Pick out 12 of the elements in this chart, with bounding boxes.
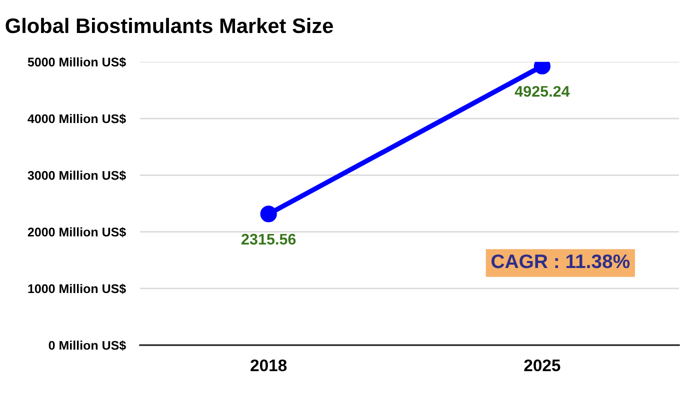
y-tick-label: 3000 Million US$ xyxy=(28,170,126,181)
y-tick-label: 2000 Million US$ xyxy=(28,227,126,238)
y-tick-label: 5000 Million US$ xyxy=(28,57,126,68)
chart-title: Global Biostimulants Market Size xyxy=(6,18,333,34)
data-label: 2315.56 xyxy=(242,234,296,245)
y-tick-label: 4000 Million US$ xyxy=(28,114,126,124)
annotation: CAGR : 11.38% xyxy=(492,254,630,268)
x-tick-label: 2018 xyxy=(250,359,287,372)
y-tick-label: 0 Million US$ xyxy=(48,340,126,351)
data-label: 4925.24 xyxy=(514,86,570,97)
x-tick-label: 2025 xyxy=(524,359,560,372)
y-tick-label: 1000 Million US$ xyxy=(28,284,126,294)
